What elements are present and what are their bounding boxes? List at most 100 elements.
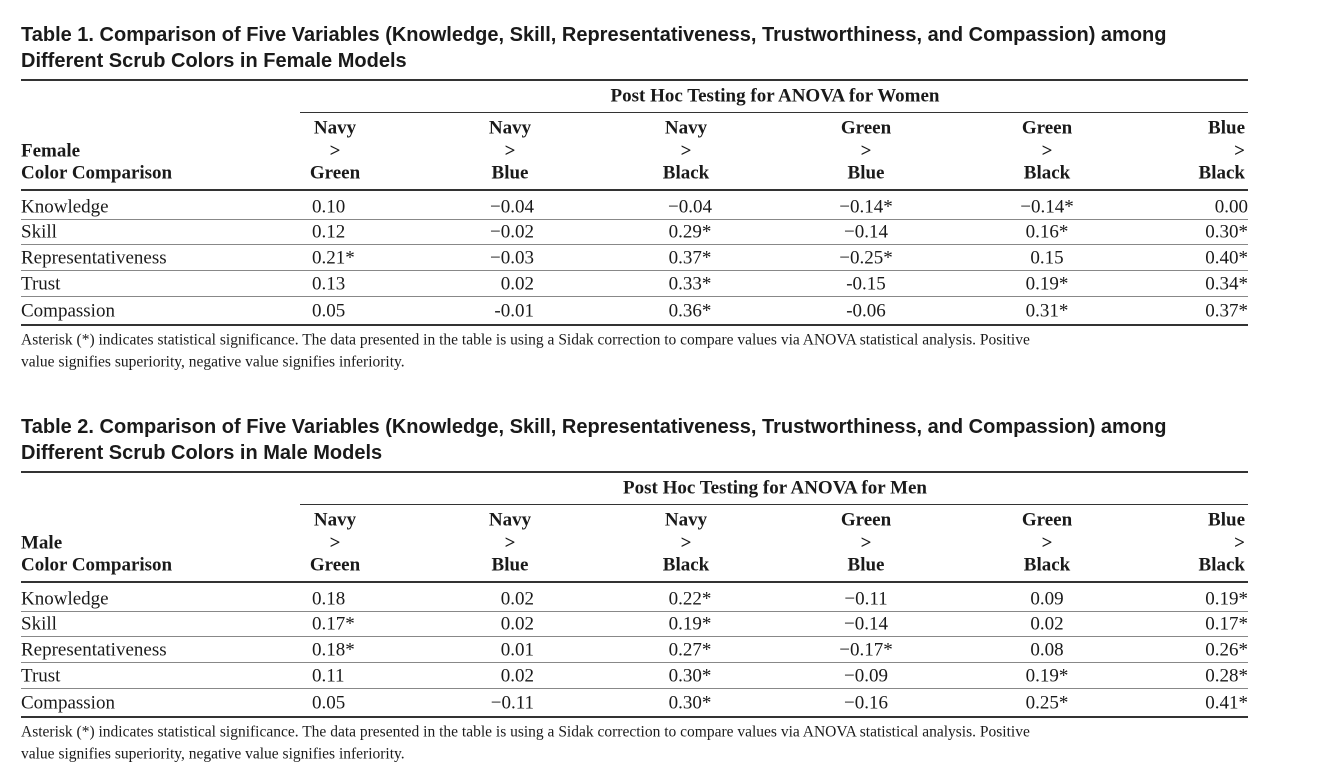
row-label: Trust [21, 273, 61, 295]
table-cell: 0.25* [1025, 692, 1069, 714]
column-header: Navy [488, 509, 532, 531]
table-note: Asterisk (*) indicates statistical signi… [21, 723, 1030, 741]
rule [21, 581, 1248, 583]
table-cell: −0.04 [490, 196, 534, 218]
column-header: > [504, 140, 516, 162]
table-cell: -0.06 [846, 300, 886, 322]
table-cell: 0.01 [500, 639, 534, 661]
rule [21, 471, 1248, 473]
table-cell: 0.27* [668, 639, 712, 661]
column-header: Blue [847, 162, 885, 184]
column-header: > [504, 532, 516, 554]
table-cell: -0.01 [494, 300, 534, 322]
table-cell: 0.40* [1205, 247, 1248, 269]
row-label: Compassion [21, 692, 115, 714]
table-cell: 0.08 [1030, 639, 1064, 661]
column-header: > [860, 140, 872, 162]
rule [300, 504, 1248, 505]
table-cell: 0.30* [668, 692, 712, 714]
column-header: Blue [1208, 117, 1245, 139]
row-label: Representativeness [21, 247, 167, 269]
column-header: Green [1021, 509, 1073, 531]
table-cell: 0.13 [312, 273, 346, 295]
table-cell: −0.14* [839, 196, 893, 218]
row-label: Compassion [21, 300, 115, 322]
table-cell: −0.11 [844, 588, 888, 610]
table-cell: −0.14 [844, 221, 888, 243]
row-label: Knowledge [21, 588, 109, 610]
table-note: Asterisk (*) indicates statistical signi… [21, 331, 1030, 349]
column-header: Navy [488, 117, 532, 139]
column-header: Navy [313, 509, 357, 531]
row-header: Color Comparison [21, 162, 173, 184]
rule [21, 296, 1248, 297]
column-header: > [1234, 532, 1245, 554]
table-cell: 0.37* [668, 247, 712, 269]
column-header: Blue [491, 554, 529, 576]
spanner-header: Post Hoc Testing for ANOVA for Women [610, 85, 940, 107]
column-header: > [680, 532, 692, 554]
column-header: Navy [664, 509, 708, 531]
spanner-header: Post Hoc Testing for ANOVA for Men [622, 477, 928, 499]
row-label: Trust [21, 665, 61, 687]
table-cell: 0.19* [1025, 273, 1069, 295]
table-title: Different Scrub Colors in Female Models [21, 50, 407, 72]
table-cell: −0.03 [490, 247, 534, 269]
table-cell: 0.15 [1030, 247, 1064, 269]
rule [21, 189, 1248, 191]
rule [21, 324, 1248, 326]
row-header: Male [21, 532, 63, 554]
column-header: Black [662, 162, 710, 184]
rule [21, 688, 1248, 689]
column-header: Black [1023, 162, 1071, 184]
column-header: Black [1198, 162, 1245, 184]
table-cell: 0.11 [312, 665, 345, 687]
row-label: Skill [21, 613, 57, 635]
column-header: > [1234, 140, 1245, 162]
table-cell: 0.16* [1025, 221, 1069, 243]
table-cell: 0.30* [1205, 221, 1248, 243]
table-cell: −0.16 [844, 692, 888, 714]
table-cell: −0.14* [1020, 196, 1074, 218]
table-cell: 0.19* [668, 613, 712, 635]
rule [21, 636, 1248, 637]
rule [21, 79, 1248, 81]
table-cell: 0.19* [1025, 665, 1069, 687]
rule [300, 112, 1248, 113]
table-cell: 0.41* [1205, 692, 1248, 714]
column-header: Navy [313, 117, 357, 139]
rule [21, 219, 1248, 220]
table-cell: 0.02 [1030, 613, 1064, 635]
table-title: Table 1. Comparison of Five Variables (K… [21, 24, 1167, 46]
rule [21, 270, 1248, 271]
table-cell: 0.10 [312, 196, 346, 218]
table-title: Different Scrub Colors in Male Models [21, 442, 383, 464]
table-note: value signifies superiority, negative va… [21, 353, 405, 371]
column-header: Black [1198, 554, 1245, 576]
column-header: Blue [847, 554, 885, 576]
table-cell: −0.09 [844, 665, 888, 687]
table-cell: −0.11 [490, 692, 534, 714]
row-label: Representativeness [21, 639, 167, 661]
table-cell: 0.28* [1205, 665, 1248, 687]
column-header: > [329, 140, 341, 162]
row-label: Knowledge [21, 196, 109, 218]
rule [21, 611, 1248, 612]
table-cell: 0.00 [1214, 196, 1248, 218]
table-cell: 0.17* [1205, 613, 1248, 635]
column-header: > [1041, 532, 1053, 554]
table-cell: 0.09 [1030, 588, 1064, 610]
column-header: Green [840, 509, 892, 531]
rule [21, 244, 1248, 245]
table-title: Table 2. Comparison of Five Variables (K… [21, 416, 1167, 438]
table-cell: 0.19* [1205, 588, 1248, 610]
table-cell: 0.33* [668, 273, 712, 295]
table-cell: −0.17* [839, 639, 893, 661]
table-cell: 0.05 [312, 300, 346, 322]
table-cell: 0.18* [312, 639, 355, 661]
row-header: Female [21, 140, 81, 162]
column-header: Green [840, 117, 892, 139]
table-note: value signifies superiority, negative va… [21, 745, 405, 762]
column-header: Blue [491, 162, 529, 184]
rule [21, 662, 1248, 663]
